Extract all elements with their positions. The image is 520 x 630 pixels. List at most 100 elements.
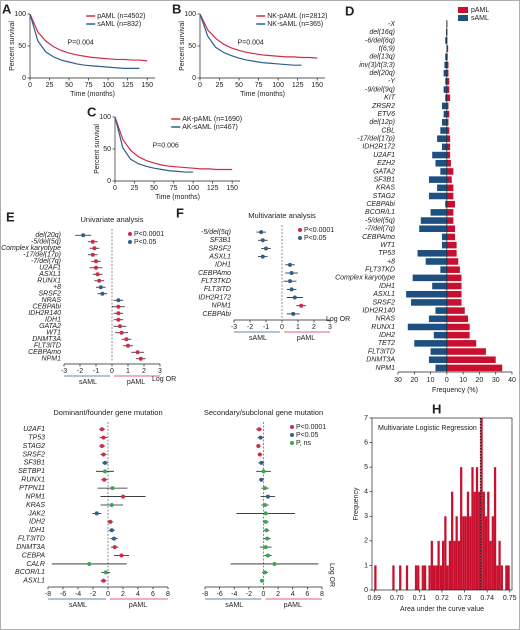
point <box>97 278 102 283</box>
x-tick-label: 30 <box>492 377 500 384</box>
survival-curve <box>114 116 194 173</box>
x-tick-label: 6 <box>151 591 155 598</box>
bar <box>446 274 462 282</box>
panel-letter: D <box>345 3 354 18</box>
category-label: CEBPAmo <box>362 234 395 241</box>
point <box>118 324 122 329</box>
category-label: ASXL1 <box>208 253 231 260</box>
x-tick-label: -2 <box>247 324 253 331</box>
bar <box>446 94 451 102</box>
category-label: -6/del(6q) <box>365 37 395 44</box>
point <box>101 452 106 457</box>
x-tick-label: 0 <box>106 591 110 598</box>
bar <box>469 516 472 590</box>
bar <box>435 364 447 372</box>
category-label: NPM1 <box>212 303 232 310</box>
point <box>257 427 262 432</box>
category-label: BCOR/L1 <box>365 209 395 216</box>
x-tick-label: -8 <box>45 591 51 598</box>
category-label: DNMT3A <box>366 357 395 364</box>
bar <box>451 491 454 590</box>
x-axis-label: Log OR <box>152 376 176 383</box>
point <box>265 553 270 558</box>
bar <box>435 159 447 167</box>
bar <box>443 110 447 118</box>
bar <box>446 348 486 355</box>
point <box>265 494 270 499</box>
x-tick-label: 150 <box>141 82 153 89</box>
bar <box>445 78 447 85</box>
point <box>103 469 107 474</box>
category-label: t(6;9) <box>379 45 395 52</box>
category-label: del(20q) <box>35 232 61 239</box>
x-tick-label: -4 <box>75 591 81 598</box>
category-label: FLT3ITD <box>18 536 45 543</box>
panel-title: Secondary/subclonal gene mutation <box>204 408 323 417</box>
bar <box>507 565 510 590</box>
bar <box>446 217 454 224</box>
category-label: RUNX1 <box>21 477 45 484</box>
legend-swatch <box>298 236 302 240</box>
y-tick-label: 50 <box>103 146 111 153</box>
point <box>299 303 304 308</box>
point <box>126 343 130 348</box>
point <box>116 304 121 309</box>
point <box>116 311 121 316</box>
category-label: SF3B1 <box>24 460 46 467</box>
category-label: Complex karyotype <box>1 245 61 252</box>
bar <box>475 467 479 590</box>
category-label: inv(3)/t(3;3) <box>359 62 395 69</box>
category-label: CEBPAbi <box>202 311 231 318</box>
category-label: SRSF2 <box>208 245 231 252</box>
x-tick-label: 75 <box>170 185 178 192</box>
category-label: FLT3TKD <box>201 278 231 285</box>
bar <box>428 315 447 323</box>
x-tick-label: 0.74 <box>480 595 494 602</box>
side-label: pAML <box>284 602 302 609</box>
x-tick-label: 20 <box>476 377 484 384</box>
x-tick-label: 8 <box>320 591 324 598</box>
point <box>264 246 268 251</box>
bar <box>505 565 508 590</box>
category-label: GATA2 <box>39 323 61 330</box>
bar <box>443 86 447 93</box>
bar <box>407 323 447 331</box>
bar <box>420 217 447 224</box>
point <box>135 350 140 355</box>
bar <box>446 200 455 208</box>
category-label: SRSF2 <box>38 291 61 298</box>
bar <box>446 151 451 159</box>
category-label: CALR <box>26 561 45 568</box>
point <box>259 477 264 482</box>
category-label: SRSF2 <box>372 299 395 306</box>
x-tick-label: 30 <box>394 377 402 384</box>
bar <box>446 323 470 331</box>
point <box>258 435 263 440</box>
bar <box>445 200 447 208</box>
point <box>100 444 104 449</box>
legend-swatch <box>290 441 294 445</box>
bar <box>432 282 447 290</box>
side-label: sAML <box>69 602 87 609</box>
x-tick-label: 0.70 <box>390 595 404 602</box>
x-tick-label: -1 <box>263 324 269 331</box>
bar <box>399 565 402 590</box>
x-tick-label: 10 <box>427 377 435 384</box>
y-tick-label: 100 <box>184 11 196 18</box>
x-tick-label: 50 <box>65 82 73 89</box>
bar <box>446 119 449 126</box>
point <box>102 477 107 482</box>
bar <box>432 565 436 590</box>
point <box>272 561 277 566</box>
category-label: +8 <box>387 258 395 265</box>
x-tick-label: -1 <box>93 368 99 375</box>
legend-label: P<0.0001 <box>134 231 164 238</box>
bar <box>457 540 461 590</box>
bar <box>446 159 451 167</box>
point <box>95 272 100 277</box>
x-tick-label: 25 <box>131 185 139 192</box>
y-tick-label: 4 <box>364 489 368 496</box>
category-label: CEBPAmo <box>28 349 61 356</box>
category-label: IDH2 <box>29 519 45 526</box>
